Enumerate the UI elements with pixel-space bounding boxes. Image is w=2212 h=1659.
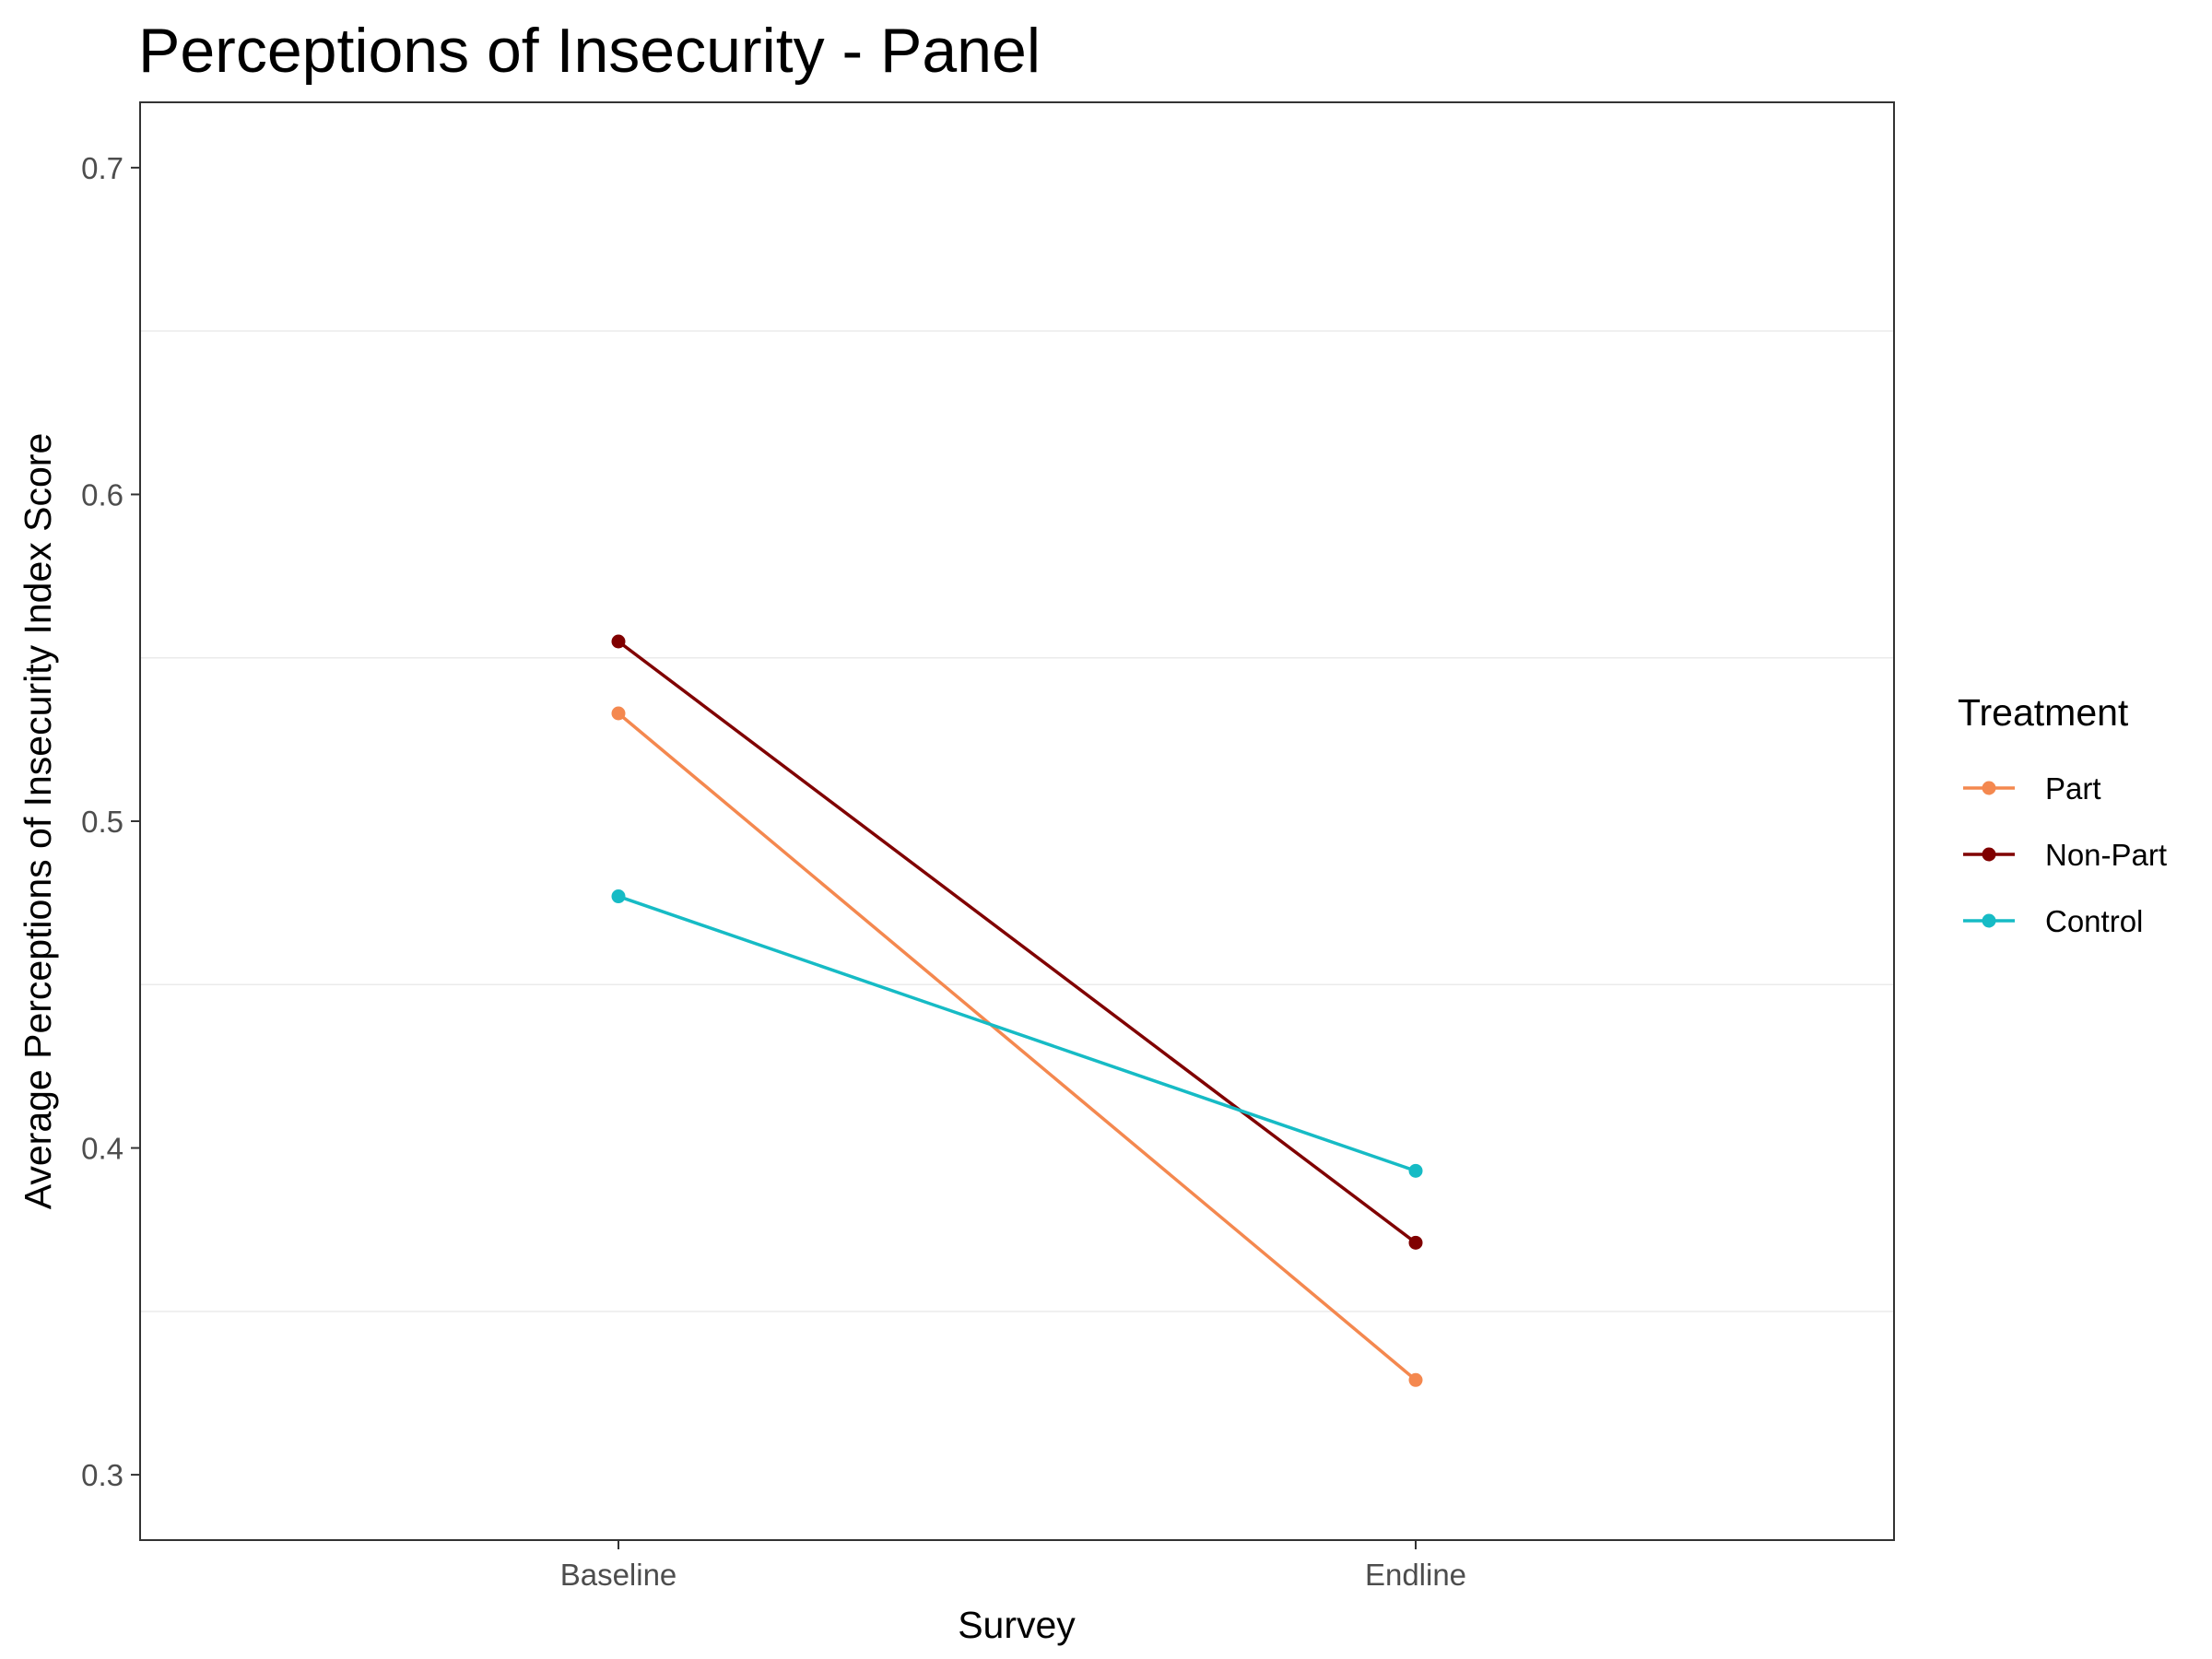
- grid: [140, 330, 1894, 1312]
- data-point-part: [611, 706, 626, 721]
- legend-label: Non-Part: [2045, 838, 2167, 872]
- legend-key-point: [1982, 913, 1996, 928]
- x-axis-title: Survey: [958, 1604, 1076, 1646]
- data-point-control: [611, 889, 626, 904]
- chart-title: Perceptions of Insecurity - Panel: [138, 16, 1041, 86]
- legend-item-non-part: Non-Part: [1963, 838, 2167, 872]
- x-tick-label: Endline: [1365, 1558, 1466, 1592]
- y-tick-label: 0.7: [81, 151, 124, 185]
- legend-label: Part: [2045, 771, 2101, 806]
- series-line-non-part: [617, 640, 1418, 1244]
- series-line-part: [617, 712, 1418, 1382]
- plot-panel-border: [139, 101, 1895, 1541]
- data-point-non-part: [611, 634, 626, 649]
- series-points: [611, 634, 1423, 1387]
- series-lines: [617, 640, 1418, 1382]
- data-point-part: [1408, 1372, 1423, 1387]
- legend-title: Treatment: [1958, 691, 2129, 734]
- legend-key-point: [1982, 847, 1996, 862]
- x-axis: Baseline Endline: [560, 1540, 1466, 1592]
- y-axis-title: Average Perceptions of Insecurity Index …: [17, 433, 59, 1209]
- y-tick-label: 0.5: [81, 805, 124, 839]
- legend-item-part: Part: [1963, 771, 2101, 806]
- legend: Treatment Part Non-Part Control: [1958, 691, 2167, 938]
- legend-item-control: Control: [1963, 904, 2143, 938]
- x-tick-label: Baseline: [560, 1558, 677, 1592]
- y-axis: 0.3 0.4 0.5 0.6 0.7: [81, 151, 140, 1492]
- legend-key-point: [1982, 781, 1996, 795]
- series-line-control: [618, 894, 1417, 1173]
- y-tick-label: 0.6: [81, 477, 124, 512]
- data-point-control: [1408, 1163, 1423, 1178]
- legend-label: Control: [2045, 904, 2143, 938]
- y-tick-label: 0.4: [81, 1132, 124, 1166]
- data-point-non-part: [1408, 1235, 1423, 1250]
- legend-items: Part Non-Part Control: [1963, 771, 2167, 938]
- y-tick-label: 0.3: [81, 1458, 124, 1492]
